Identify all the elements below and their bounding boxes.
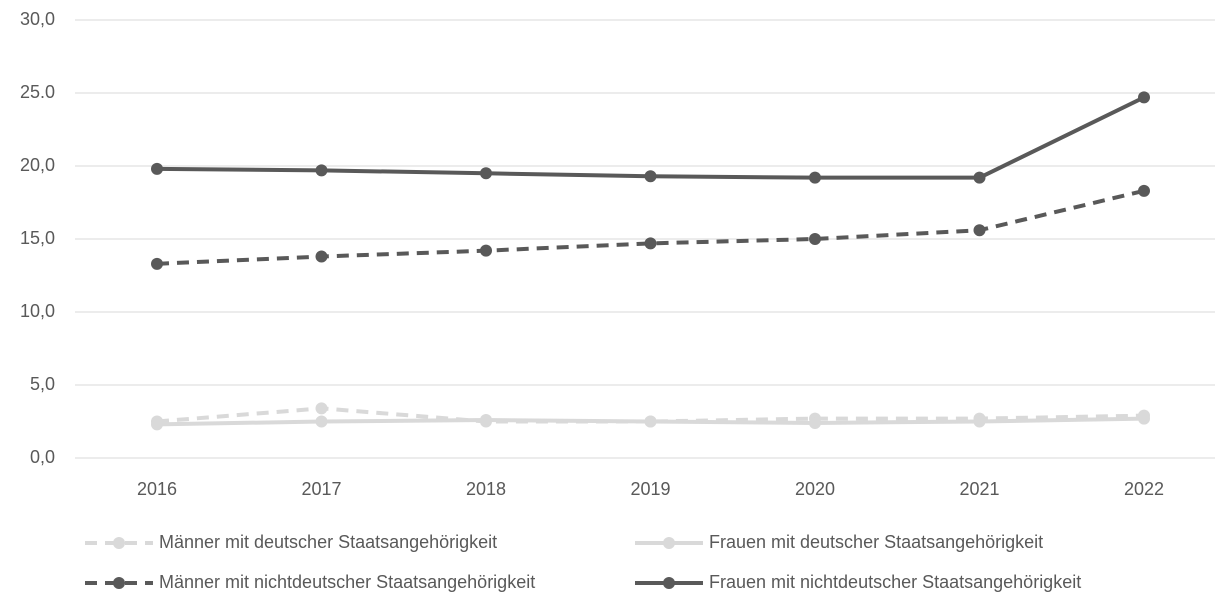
x-tick-label: 2018 [466, 479, 506, 499]
point [973, 415, 986, 428]
x-tick-label: 2022 [1124, 479, 1164, 499]
point [973, 224, 986, 237]
series-line [156, 188, 1145, 266]
legend-label: Frauen mit nichtdeutscher Staatsangehöri… [709, 572, 1081, 592]
legend-marker [113, 537, 125, 549]
point [151, 257, 163, 270]
point [809, 416, 821, 429]
x-tick-label: 2020 [795, 479, 835, 499]
point [480, 244, 492, 257]
point [315, 250, 328, 263]
point [151, 418, 163, 431]
point [480, 414, 492, 427]
x-tick-label: 2021 [959, 479, 999, 499]
legend-marker [663, 577, 675, 589]
point [644, 237, 657, 250]
point [315, 164, 328, 177]
x-tick-label: 2016 [137, 479, 177, 499]
y-tick-label: 15,0 [20, 228, 55, 248]
legend-label: Männer mit nichtdeutscher Staatsangehöri… [159, 572, 535, 592]
y-tick-label: 20,0 [20, 155, 55, 175]
legend-label: Männer mit deutscher Staatsangehörigkeit [159, 532, 497, 552]
point [644, 170, 657, 183]
x-tick-label: 2019 [630, 479, 670, 499]
y-tick-label: 25.0 [20, 82, 55, 102]
legend-marker [663, 537, 675, 549]
point [809, 171, 821, 184]
point [480, 167, 492, 180]
point [1138, 91, 1150, 104]
point [151, 162, 163, 175]
point [644, 415, 657, 428]
y-tick-label: 0,0 [30, 447, 55, 467]
point [809, 233, 821, 245]
point [1138, 184, 1150, 197]
point [973, 171, 986, 184]
point [1138, 412, 1150, 425]
point [315, 415, 328, 428]
point [315, 402, 328, 415]
x-tick-label: 2017 [301, 479, 341, 499]
legend-marker [113, 577, 125, 589]
y-tick-label: 30,0 [20, 9, 55, 29]
legend-label: Frauen mit deutscher Staatsangehörigkeit [709, 532, 1043, 552]
y-tick-label: 10,0 [20, 301, 55, 321]
y-tick-label: 5,0 [30, 374, 55, 394]
